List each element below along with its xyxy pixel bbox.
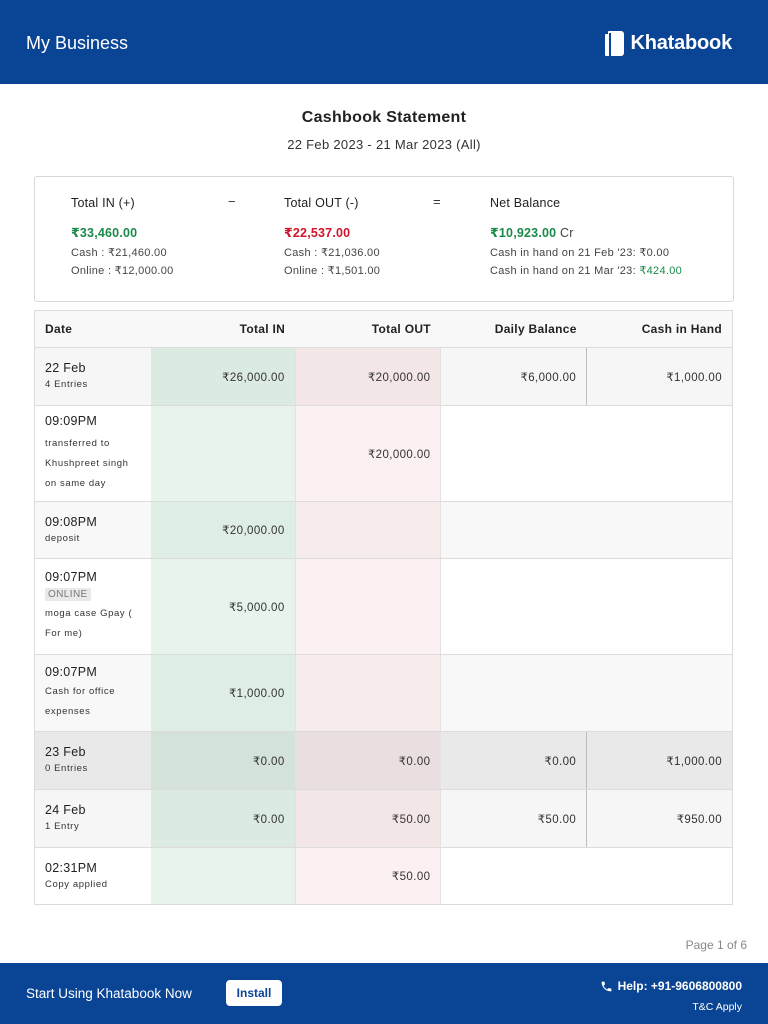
closing-cash-in-hand: Cash in hand on 21 Mar '23: ₹424.00 (490, 265, 683, 277)
phone-icon (601, 981, 611, 991)
total-out-online: Online : ₹1,501.00 (284, 265, 381, 277)
day-cash-in-hand: ₹950.00 (586, 789, 733, 848)
page-indicator: Page 1 of 6 (685, 938, 747, 952)
day-entry-count: 0 Entries (45, 763, 88, 774)
day-date: 23 Feb (45, 745, 86, 759)
entry-out (295, 501, 442, 559)
total-in-summary: Total IN (+) ₹33,460.00 Cash : ₹21,460.0… (71, 196, 174, 277)
entry-in: ₹1,000.00 (151, 654, 296, 732)
entry-time: 09:08PM (45, 514, 98, 529)
net-balance-amount: ₹10,923.00 Cr (490, 226, 574, 240)
day-total-out: ₹50.00 (295, 789, 442, 848)
entry-out: ₹50.00 (295, 847, 442, 905)
business-name: My Business (26, 33, 129, 53)
help-phone-text: Help: +91-9606800800 (617, 979, 742, 993)
total-in-amount: ₹33,460.00 (71, 226, 138, 240)
entry-time: 09:07PM (45, 664, 98, 679)
entry-out: ₹20,000.00 (295, 405, 442, 502)
statement-title: Cashbook Statement (301, 109, 467, 126)
install-button[interactable]: Install (226, 980, 282, 1006)
footer-cta-text: Start Using Khatabook Now (26, 986, 192, 1001)
col-date: Date (34, 310, 152, 348)
col-total-out: Total OUT (295, 310, 441, 348)
net-balance-label: Net Balance (490, 196, 561, 210)
entry-time: 09:07PM (45, 569, 98, 584)
credit-suffix: Cr (560, 226, 574, 240)
table-row: 02:31PM Copy applied ₹50.00 (34, 847, 733, 905)
entry-description: Copy applied (45, 878, 108, 890)
day-summary-row: 24 Feb 1 Entry ₹0.00 ₹50.00 ₹50.00 ₹950.… (34, 789, 733, 848)
entry-in (151, 847, 296, 905)
day-summary-row: 23 Feb 0 Entries ₹0.00 ₹0.00 ₹0.00 ₹1,00… (34, 731, 733, 790)
table-row: 09:07PM ONLINE moga case Gpay (For me) ₹… (34, 558, 733, 655)
col-total-in: Total IN (151, 310, 296, 348)
online-badge: ONLINE (45, 587, 91, 601)
entry-time: 09:09PM (45, 413, 98, 428)
entry-description: Cash for office expenses (45, 685, 116, 717)
total-in-cash: Cash : ₹21,460.00 (71, 247, 167, 259)
entry-description: transferred to Khushpreet singh on same da… (45, 437, 129, 489)
table-row: 09:08PM deposit ₹20,000.00 (34, 501, 733, 559)
day-total-out: ₹20,000.00 (295, 347, 442, 406)
total-in-label: Total IN (+) (71, 196, 135, 210)
day-summary-row: 22 Feb 4 Entries ₹26,000.00 ₹20,000.00 ₹… (34, 347, 733, 406)
cashbook-table: Date Total IN Total OUT Daily Balance Ca… (34, 310, 733, 905)
day-balance: ₹0.00 (440, 731, 587, 790)
opening-cash-in-hand: Cash in hand on 21 Feb '23: ₹0.00 (490, 247, 670, 259)
brand-name: Khatabook (630, 32, 732, 54)
entry-in: ₹5,000.00 (151, 558, 296, 655)
day-cash-in-hand: ₹1,000.00 (586, 347, 733, 406)
equals-operator: = (433, 194, 441, 209)
day-total-in: ₹26,000.00 (151, 347, 296, 406)
book-icon (605, 31, 625, 56)
day-cash-in-hand: ₹1,000.00 (586, 731, 733, 790)
entry-out (295, 654, 442, 732)
col-cash-in-hand: Cash in Hand (586, 310, 733, 348)
day-date: 22 Feb (45, 361, 86, 375)
brand-logo: Khatabook (605, 31, 732, 56)
day-date: 24 Feb (45, 803, 86, 817)
table-header-row: Date Total IN Total OUT Daily Balance Ca… (34, 310, 733, 348)
total-out-summary: Total OUT (-) ₹22,537.00 Cash : ₹21,036.… (284, 196, 380, 277)
entry-description: deposit (45, 532, 80, 544)
summary-card: Total IN (+) ₹33,460.00 Cash : ₹21,460.0… (34, 176, 734, 302)
entry-in (151, 405, 296, 502)
day-balance: ₹50.00 (440, 789, 587, 848)
footer-bar: Start Using Khatabook Now Install Help: … (0, 963, 768, 1024)
help-phone-link[interactable]: Help: +91-9606800800 (600, 979, 742, 993)
total-out-amount: ₹22,537.00 (284, 226, 351, 240)
day-total-out: ₹0.00 (295, 731, 442, 790)
net-balance-summary: Net Balance ₹10,923.00 Cr Cash in hand o… (490, 196, 682, 277)
entry-description: moga case Gpay (For me) (45, 607, 133, 639)
day-entry-count: 1 Entry (45, 821, 80, 832)
total-out-cash: Cash : ₹21,036.00 (284, 247, 380, 259)
day-entry-count: 4 Entries (45, 379, 88, 390)
top-header-bar: My Business Khatabook (0, 0, 768, 84)
total-out-label: Total OUT (-) (284, 196, 359, 210)
minus-operator: − (228, 194, 236, 209)
total-in-online: Online : ₹12,000.00 (71, 265, 174, 277)
table-row: 09:09PM transferred to Khushpreet singh on… (34, 405, 733, 502)
day-total-in: ₹0.00 (151, 789, 296, 848)
col-daily-balance: Daily Balance (440, 310, 587, 348)
day-total-in: ₹0.00 (151, 731, 296, 790)
entry-in: ₹20,000.00 (151, 501, 296, 559)
terms-link[interactable]: T&C Apply (692, 1001, 742, 1013)
day-balance: ₹6,000.00 (440, 347, 587, 406)
entry-time: 02:31PM (45, 860, 98, 875)
entry-out (295, 558, 442, 655)
statement-date-range: 22 Feb 2023 - 21 Mar 2023 (All) (287, 137, 481, 152)
table-row: 09:07PM Cash for office expenses ₹1,000.0… (34, 654, 733, 732)
